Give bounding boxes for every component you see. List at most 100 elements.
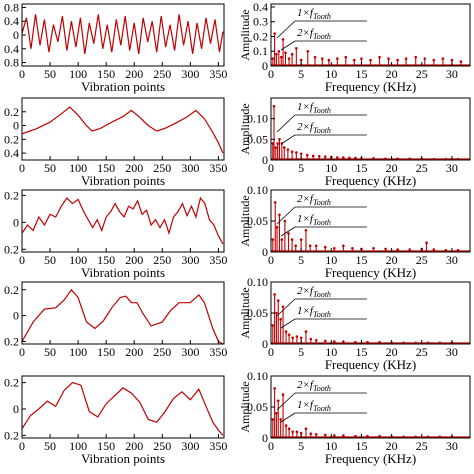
spectrum-marker: [278, 213, 281, 217]
x-tick-label: 350: [209, 253, 227, 267]
x-tick-label: 20: [386, 161, 398, 175]
y-tick-label: 0.4: [4, 146, 19, 160]
spectrum-marker: [271, 238, 275, 241]
x-axis-label: Frequency (KHz): [325, 79, 416, 94]
spectrum-marker: [336, 57, 339, 60]
spectrum-marker: [323, 339, 327, 343]
spectrum-marker: [275, 225, 279, 229]
spectrum-marker: [276, 142, 279, 145]
x-tick-label: 100: [69, 345, 87, 359]
spectrum-marker: [333, 246, 336, 250]
x-tick-label: 5: [298, 345, 304, 359]
x-tick-label: 300: [181, 67, 199, 81]
spectrum-marker: [352, 58, 356, 62]
x-tick-label: 10: [325, 345, 337, 359]
x-tick-label: 0: [19, 67, 25, 81]
x-tick-label: 100: [69, 161, 87, 175]
x-tick-label: 5: [298, 253, 304, 267]
spectrum-marker: [299, 152, 303, 156]
spectrum-marker: [299, 431, 303, 435]
x-tick-label: 15: [355, 67, 367, 81]
spectrum-marker: [279, 418, 282, 421]
plot-frame: [21, 189, 225, 253]
spectrum-marker: [459, 60, 463, 63]
x-tick-label: 30: [446, 345, 458, 359]
y-tick-label: 0.4: [4, 42, 19, 56]
y-axis-label: Amplitude: [238, 381, 252, 432]
spectrum-marker: [304, 427, 308, 431]
spectrum-marker: [441, 57, 445, 60]
annotation-label: 1×fTooth: [297, 213, 331, 227]
left-chart-2: 0 50 100 150 200 250 300 3500.200.20.4Vibration…: [4, 97, 227, 188]
y-tick-label: 0: [13, 402, 19, 416]
y-tick-label: 0.3: [253, 15, 268, 29]
annotation-label: 2×fTooth: [297, 379, 331, 393]
y-tick-label: 0.8: [4, 56, 19, 70]
x-tick-label: 0: [19, 345, 25, 359]
spectrum-marker: [304, 229, 308, 232]
y-tick-label: 0.2: [253, 29, 268, 43]
x-tick-label: 20: [386, 253, 398, 267]
x-tick-label: 250: [153, 253, 171, 267]
x-tick-label: 25: [416, 439, 428, 453]
x-tick-label: 350: [209, 67, 227, 81]
spectrum-marker: [275, 411, 278, 415]
x-tick-label: 0: [268, 161, 274, 175]
x-axis-label: Vibration points: [81, 173, 165, 188]
spectrum-marker: [342, 244, 345, 248]
right-chart-2: 0 5 10 15 20 25 30 0.10 0.05 0 Frequency (KHz) Ampl…: [238, 97, 471, 188]
y-tick-label: 0.2: [4, 242, 19, 256]
x-tick-label: 200: [125, 161, 143, 175]
spectrum-marker: [387, 57, 390, 60]
x-tick-label: 150: [97, 253, 115, 267]
spectrum-marker: [396, 248, 399, 251]
y-tick-label: 0.10: [247, 275, 268, 289]
x-tick-label: 200: [125, 345, 143, 359]
x-tick-label: 200: [125, 253, 143, 267]
spectrum-marker: [308, 244, 312, 248]
spectrum-marker: [327, 58, 331, 62]
y-tick-label: 0: [13, 28, 19, 42]
spectrum-marker: [279, 55, 283, 59]
annotation-pointer: [276, 206, 296, 225]
spectrum-marker: [271, 324, 275, 327]
spectrum-marker: [276, 299, 280, 302]
x-tick-label: 50: [44, 439, 56, 453]
x-tick-label: 5: [298, 439, 304, 453]
plot-frame: [21, 97, 225, 161]
x-tick-label: 0: [268, 345, 274, 359]
right-chart-3: 0 5 10 15 20 25 30 0.10 0.05 0 Frequency (KHz) Ampl…: [238, 183, 471, 280]
y-tick-label: 0.1: [253, 44, 268, 58]
y-tick-label: 0.2: [4, 132, 19, 146]
spectrum-marker: [425, 241, 428, 244]
x-tick-label: 50: [44, 253, 56, 267]
x-tick-label: 0: [19, 253, 25, 267]
annotation-pointer: [280, 226, 296, 237]
x-tick-label: 15: [355, 439, 367, 453]
spectrum-marker: [408, 248, 411, 251]
annotation-label: 2×fTooth: [297, 121, 331, 135]
x-tick-label: 100: [69, 67, 87, 81]
spectrum-marker: [311, 154, 315, 158]
spectrum-marker: [404, 57, 408, 60]
x-tick-label: 10: [325, 67, 337, 81]
x-tick-label: 20: [386, 345, 398, 359]
x-tick-label: 25: [416, 253, 428, 267]
x-tick-label: 30: [446, 161, 458, 175]
spectrum-marker: [281, 38, 285, 41]
annotation-label: 2×fTooth: [297, 285, 331, 299]
y-axis-label: Amplitude: [238, 195, 252, 246]
spectrum-marker: [414, 55, 418, 59]
y-tick-label: 0: [13, 309, 19, 323]
signal-line: [22, 106, 224, 154]
x-axis-label: Vibration points: [81, 79, 165, 94]
x-tick-label: 10: [325, 161, 337, 175]
spectrum-marker: [283, 219, 287, 223]
spectrum-marker: [314, 432, 318, 436]
annotation-label: 1×fTooth: [297, 399, 331, 413]
spectrum-marker: [273, 32, 276, 35]
